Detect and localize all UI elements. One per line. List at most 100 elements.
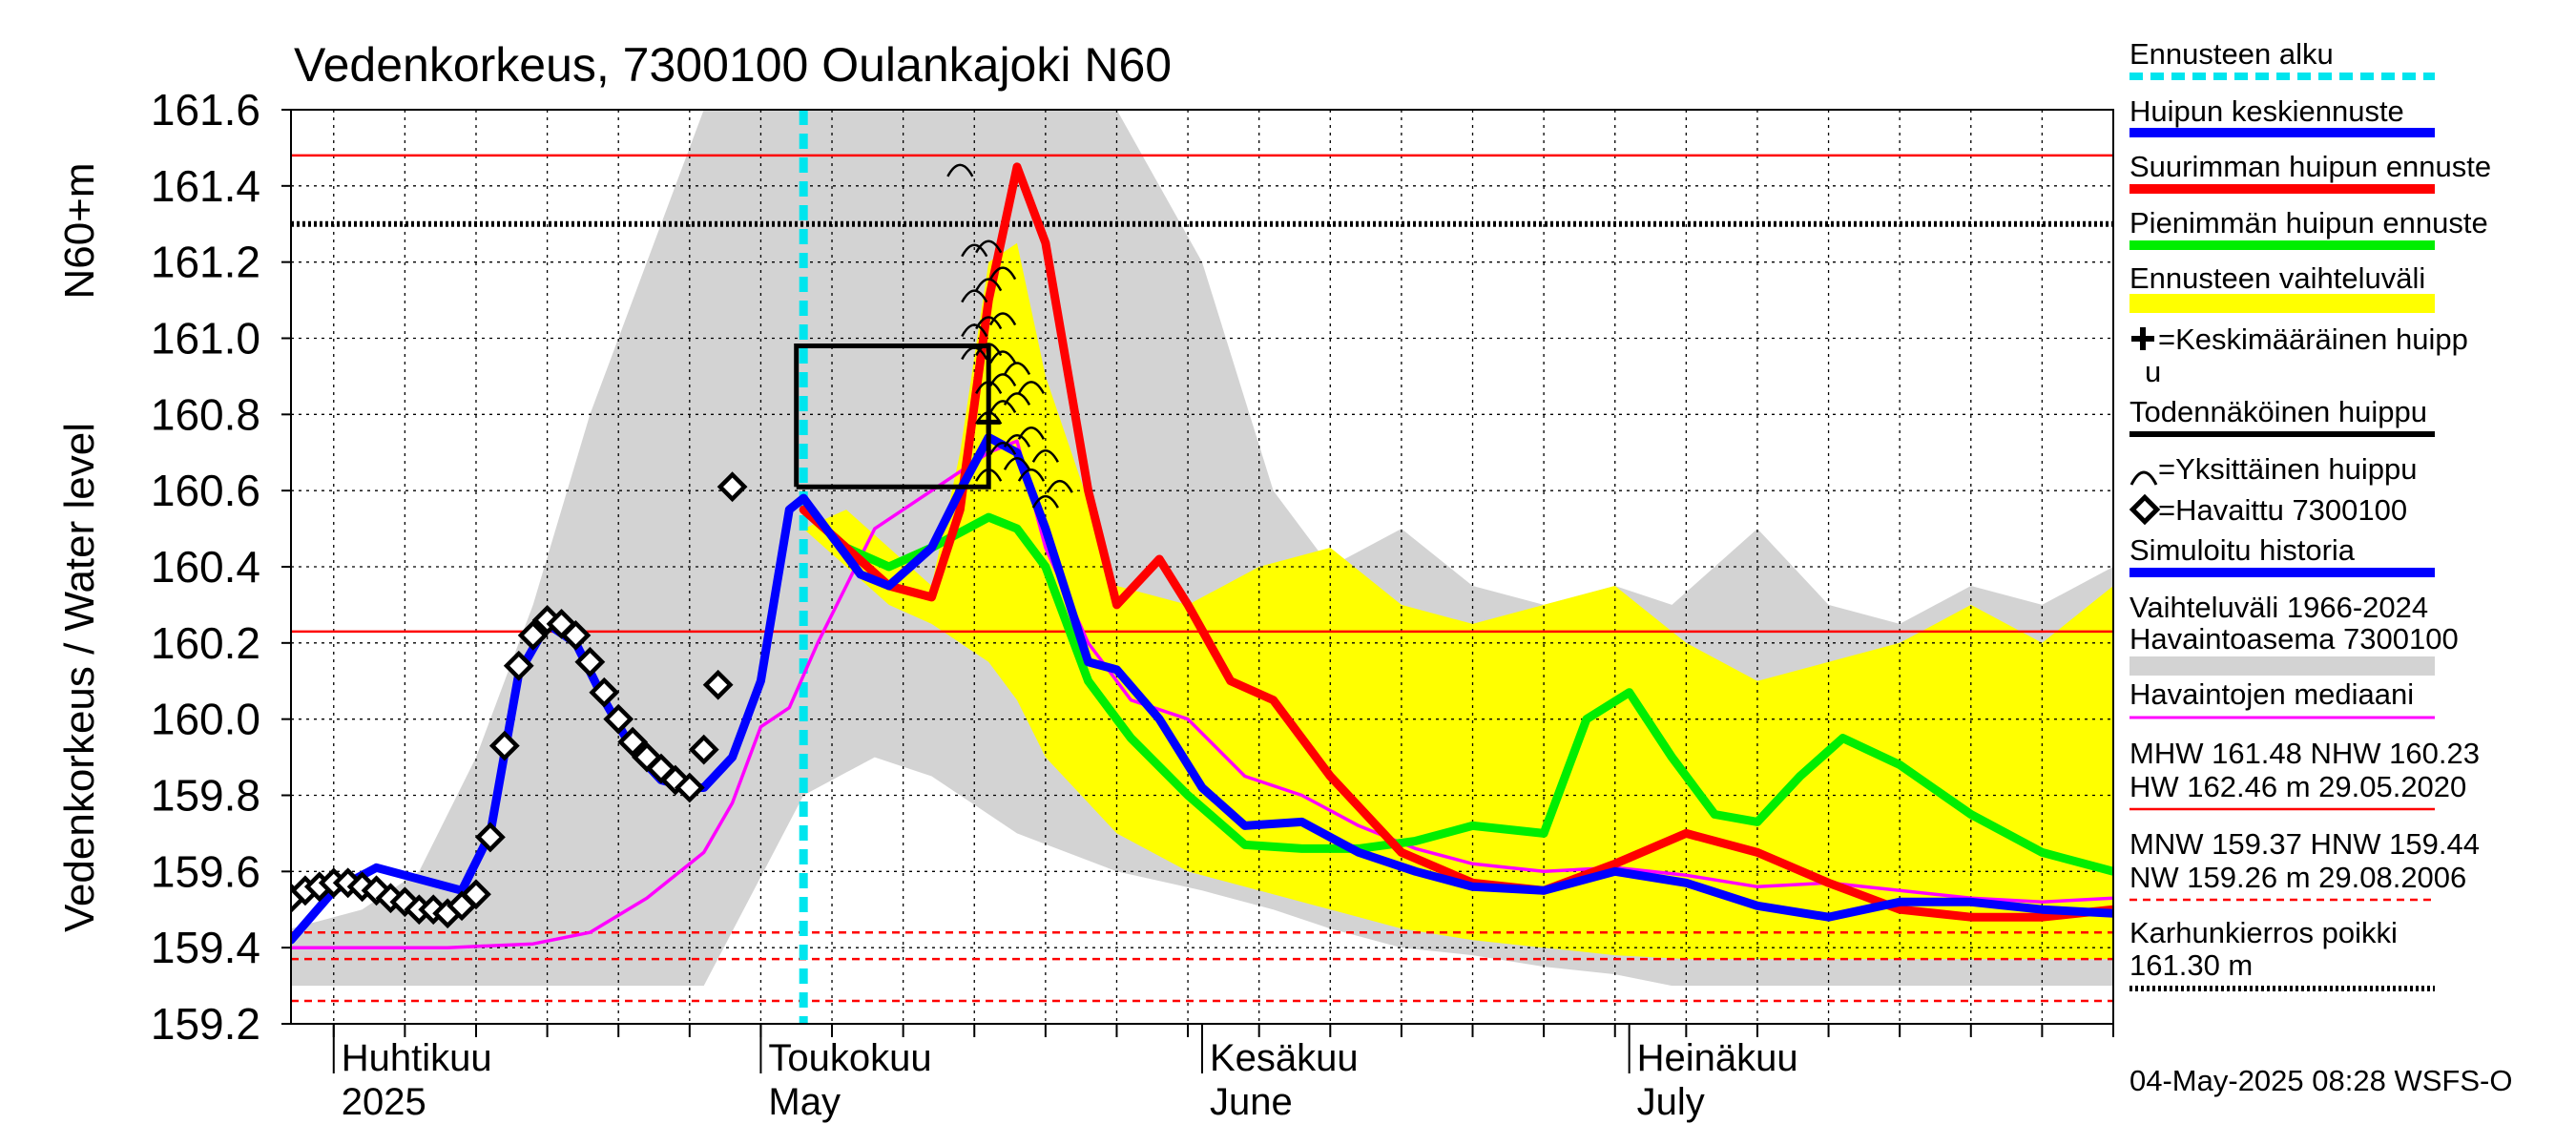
peak-arc bbox=[1003, 392, 1031, 406]
observed-point bbox=[488, 730, 520, 761]
legend-median: Havaintojen mediaani bbox=[2129, 677, 2414, 711]
observed-point bbox=[517, 619, 549, 651]
month-label-fi: Toukokuu bbox=[768, 1037, 931, 1079]
y-tick-label: 159.4 bbox=[151, 923, 260, 972]
peak-arc bbox=[988, 312, 1017, 326]
peak-arc bbox=[1017, 427, 1046, 440]
y-tick-label: 159.2 bbox=[151, 999, 260, 1049]
legend-mean-forecast: Huipun keskiennuste bbox=[2129, 94, 2404, 128]
legend: Ennusteen alku Huipun keskiennuste Suuri… bbox=[2129, 37, 2491, 991]
peak-arc bbox=[946, 163, 974, 177]
peak-arc bbox=[961, 346, 988, 361]
legend-min-forecast: Pienimmän huipun ennuste bbox=[2129, 206, 2488, 239]
peak-arc bbox=[988, 442, 1017, 455]
y-tick-label: 160.8 bbox=[151, 389, 260, 439]
y-tick-label: 160.2 bbox=[151, 618, 260, 668]
legend-mean-peak-wrap: u bbox=[2145, 355, 2161, 388]
legend-stats-low-record: NW 159.26 m 29.08.2006 bbox=[2129, 861, 2466, 894]
peak-arc bbox=[1017, 468, 1046, 482]
probable-peak-box bbox=[794, 344, 991, 489]
y-tick-label: 161.4 bbox=[151, 161, 260, 211]
observed-point bbox=[574, 646, 606, 677]
legend-karhunkierros-level: 161.30 m bbox=[2129, 948, 2253, 982]
peak-arc bbox=[1031, 494, 1059, 509]
legend-forecast-start: Ennusteen alku bbox=[2129, 37, 2334, 71]
peak-arc bbox=[988, 266, 1017, 281]
legend-simulated: Simuloitu historia bbox=[2129, 533, 2356, 567]
legend-observed: =Havaittu 7300100 bbox=[2158, 493, 2407, 527]
y-axis-unit-label: N60+m bbox=[56, 162, 103, 299]
observed-point bbox=[702, 669, 734, 700]
legend-stats-high-record: HW 162.46 m 29.05.2020 bbox=[2129, 770, 2466, 803]
observed-point bbox=[474, 822, 506, 853]
legend-forecast-range-swatch bbox=[2129, 294, 2435, 313]
month-label-fi: Kesäkuu bbox=[1210, 1037, 1359, 1079]
legend-range: Vaihteluväli 1966-2024 bbox=[2129, 591, 2428, 624]
observed-point bbox=[617, 726, 649, 758]
diamond-icon bbox=[2129, 493, 2161, 526]
grid bbox=[291, 110, 2113, 1024]
peak-arc bbox=[1031, 449, 1059, 463]
series-min-peak-line bbox=[799, 505, 2113, 876]
peak-arc bbox=[961, 323, 988, 338]
month-label-en: July bbox=[1637, 1081, 1705, 1123]
legend-karhunkierros: Karhunkierros poikki bbox=[2129, 916, 2398, 949]
y-tick-label: 159.8 bbox=[151, 771, 260, 821]
month-label-en: May bbox=[768, 1081, 841, 1123]
plot-area bbox=[291, 110, 2113, 1024]
legend-forecast-range: Ennusteen vaihteluväli bbox=[2129, 261, 2425, 295]
peak-arc bbox=[1003, 362, 1031, 376]
peak-arc bbox=[988, 350, 1017, 364]
peak-arc bbox=[1003, 434, 1031, 448]
y-tick-label: 160.0 bbox=[151, 695, 260, 744]
observed-point bbox=[688, 734, 719, 765]
legend-probable-peak: Todennäköinen huippu bbox=[2129, 395, 2427, 428]
observed-point bbox=[461, 879, 491, 910]
peak-arc bbox=[975, 239, 1003, 254]
peak-arc bbox=[961, 243, 988, 258]
peak-arc bbox=[961, 289, 988, 303]
reference-lines bbox=[291, 154, 2113, 1003]
y-axis-title: Vedenkorkeus / Water level bbox=[56, 423, 103, 932]
observed-point bbox=[560, 619, 592, 651]
y-tick-label: 160.4 bbox=[151, 542, 260, 592]
peak-arc bbox=[1017, 381, 1046, 395]
legend-single-peak: =Yksittäinen huippu bbox=[2158, 452, 2417, 486]
peak-arc bbox=[1003, 457, 1031, 470]
observed-point bbox=[674, 772, 705, 803]
observed-points bbox=[291, 471, 748, 929]
peak-arc bbox=[975, 316, 1003, 330]
observed-point bbox=[603, 703, 634, 735]
legend-range-swatch bbox=[2129, 656, 2435, 676]
y-tick-label: 161.2 bbox=[151, 238, 260, 287]
y-tick-label: 160.6 bbox=[151, 466, 260, 515]
legend-range-station: Havaintoasema 7300100 bbox=[2129, 622, 2459, 656]
peak-arc bbox=[975, 278, 1003, 292]
observed-point bbox=[717, 471, 748, 503]
y-tick-label: 159.6 bbox=[151, 846, 260, 896]
legend-max-forecast: Suurimman huipun ennuste bbox=[2129, 150, 2491, 183]
plus-icon bbox=[2131, 327, 2154, 350]
peak-arc bbox=[988, 400, 1017, 413]
y-axis-ticks: 159.2 159.4 159.6 159.8 160.0 160.2 160.4 160.6… bbox=[151, 85, 291, 1049]
arc-icon bbox=[2129, 470, 2158, 486]
mean-peak-marker bbox=[977, 410, 1001, 434]
chart-title: Vedenkorkeus, 7300100 Oulankajoki N60 bbox=[294, 38, 1172, 92]
y-axis-labels: N60+m Vedenkorkeus / Water level bbox=[56, 162, 103, 932]
y-tick-label: 161.0 bbox=[151, 314, 260, 364]
month-label-en: June bbox=[1210, 1081, 1293, 1123]
observed-point bbox=[589, 677, 620, 708]
peak-arc bbox=[975, 381, 1003, 395]
month-label-fi: Heinäkuu bbox=[1637, 1037, 1798, 1079]
peak-arc bbox=[988, 373, 1017, 387]
peak-arc bbox=[975, 468, 1003, 482]
month-label-fi: Huhtikuu bbox=[342, 1037, 492, 1079]
month-label-en: 2025 bbox=[342, 1081, 426, 1123]
y-tick-label: 161.6 bbox=[151, 85, 260, 135]
legend-mean-peak: =Keskimääräinen huipp bbox=[2158, 323, 2468, 356]
observed-point bbox=[503, 650, 534, 681]
forecast-range-band bbox=[803, 242, 2113, 960]
legend-stats-low: MNW 159.37 HNW 159.44 bbox=[2129, 827, 2480, 861]
